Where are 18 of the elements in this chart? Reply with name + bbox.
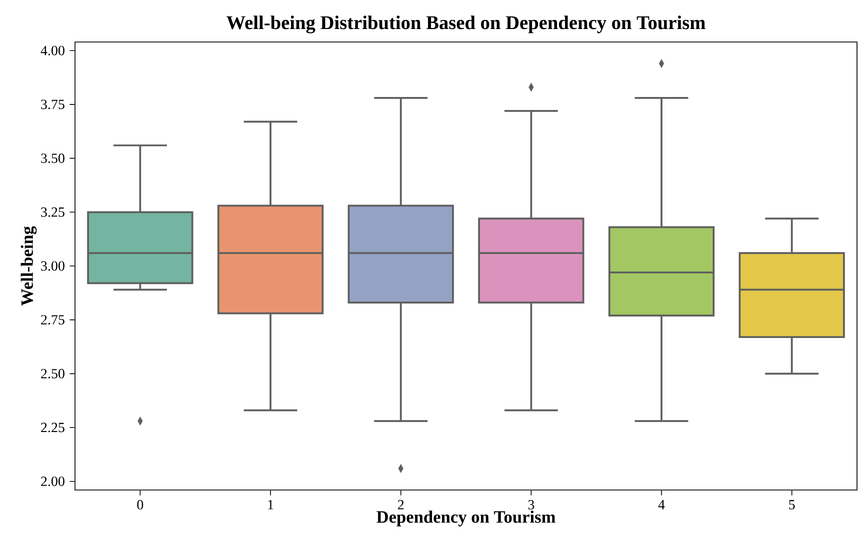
x-tick-label: 0: [137, 500, 144, 510]
chart-title: Well-being Distribution Based on Dependency on Tourism: [226, 16, 706, 34]
x-axis-title: Dependency on Tourism: [376, 510, 556, 526]
y-tick-label: 2.50: [41, 368, 64, 378]
x-tick-label: 3: [528, 500, 534, 510]
x-tick-label: 5: [789, 500, 795, 510]
y-tick-label: 2.75: [41, 315, 64, 325]
y-axis-title: Well-being: [20, 226, 37, 306]
x-tick-label: 4: [658, 500, 665, 510]
y-tick-label: 4.00: [40, 46, 64, 56]
y-tick-label: 3.25: [41, 207, 64, 217]
y-tick-label: 3.75: [41, 100, 64, 110]
x-tick-label: 1: [268, 500, 274, 510]
y-tick-label: 3.00: [41, 261, 64, 271]
x-tick-label: 2: [398, 500, 404, 510]
y-tick-label: 3.50: [41, 154, 64, 164]
y-tick-label: 2.25: [41, 422, 64, 432]
y-tick-label: 2.00: [41, 476, 64, 486]
